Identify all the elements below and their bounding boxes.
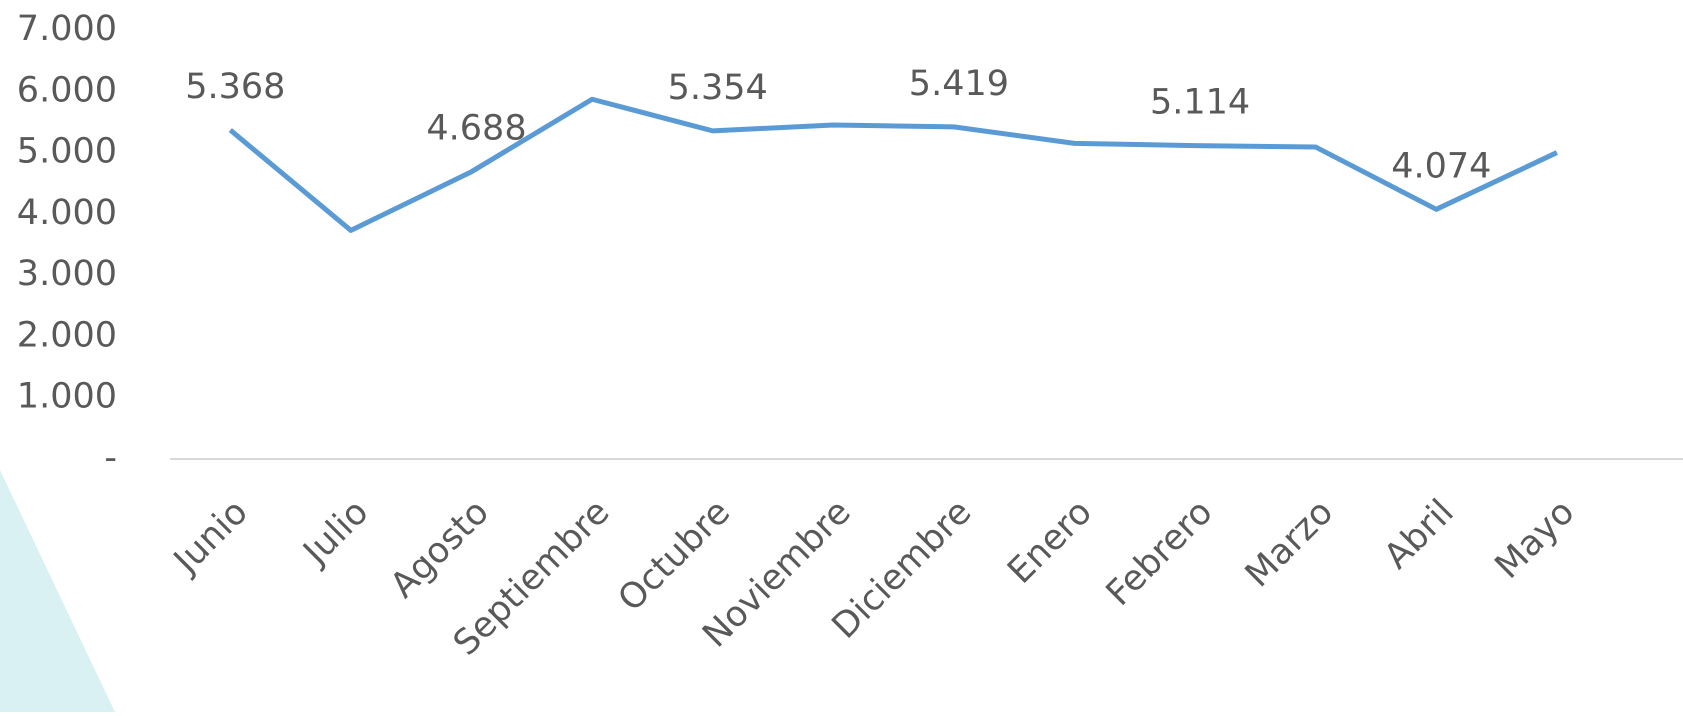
x-tick-label: Julio xyxy=(295,492,377,574)
background-shape xyxy=(0,470,115,712)
data-label: 5.354 xyxy=(668,68,768,108)
x-tick-label: Mayo xyxy=(1488,492,1583,587)
y-tick-label: 1.000 xyxy=(17,377,117,417)
x-tick-label: Agosto xyxy=(383,492,497,606)
data-label: 5.114 xyxy=(1150,83,1250,123)
data-label: 4.688 xyxy=(426,109,526,149)
x-tick-label: Octubre xyxy=(611,492,738,619)
y-tick-label: 7.000 xyxy=(17,9,117,49)
y-tick-label: - xyxy=(104,438,117,478)
y-tick-label: 3.000 xyxy=(17,254,117,294)
x-tick-label: Febrero xyxy=(1099,492,1221,614)
x-tick-label: Enero xyxy=(1000,492,1100,592)
y-tick-label: 6.000 xyxy=(17,70,117,110)
x-tick-label: Junio xyxy=(165,492,255,582)
data-label: 5.419 xyxy=(909,64,1009,104)
y-tick-label: 4.000 xyxy=(17,193,117,233)
y-tick-label: 2.000 xyxy=(17,315,117,355)
line xyxy=(228,96,1558,233)
x-tick-label: Abril xyxy=(1377,492,1462,577)
y-tick-label: 5.000 xyxy=(17,132,117,172)
data-label: 4.074 xyxy=(1391,146,1491,186)
x-tick-label: Marzo xyxy=(1238,492,1341,595)
data-label: 5.368 xyxy=(185,67,285,107)
